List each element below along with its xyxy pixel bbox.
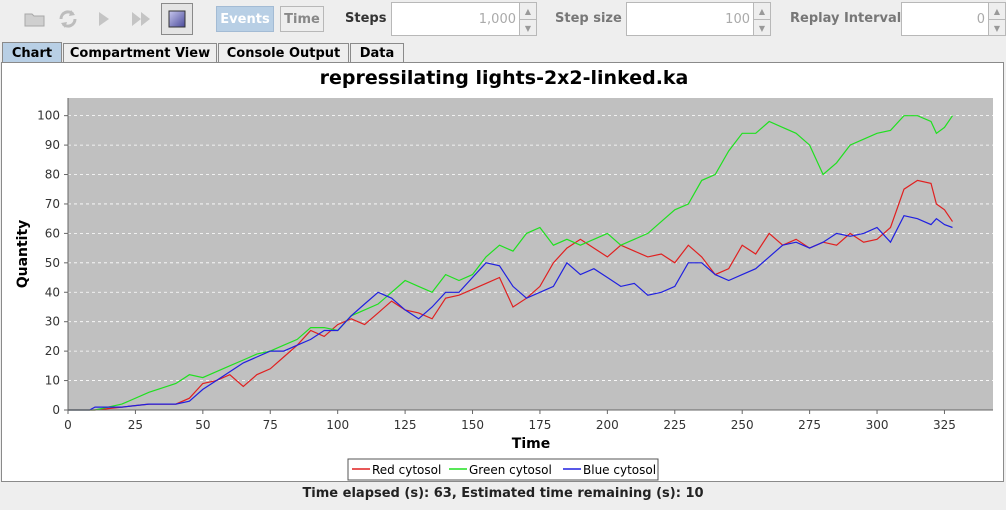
series-line-red-cytosol [68, 179, 953, 411]
increment-icon[interactable]: ▲ [989, 3, 1005, 20]
tab-chart[interactable]: Chart [2, 42, 62, 63]
y-axis-label: Quantity [15, 220, 31, 289]
x-tick-label: 250 [731, 418, 754, 432]
x-tick-label: 175 [528, 418, 551, 432]
play-icon[interactable] [88, 3, 120, 35]
events-toggle[interactable]: Events [216, 6, 274, 32]
plot-area [68, 98, 993, 410]
open-folder-icon[interactable] [19, 3, 51, 35]
steps-spinner[interactable]: 1,000 ▲ ▼ [391, 2, 537, 36]
series-line-green-cytosol [68, 115, 953, 411]
legend-item: Red cytosol [352, 463, 441, 477]
legend: Red cytosol Green cytosol Blue cytosol [347, 458, 659, 481]
y-tick-label: 90 [45, 138, 60, 152]
x-tick-label: 0 [64, 418, 72, 432]
toolbar: Events Time Steps 1,000 ▲ ▼ Step size 100… [0, 0, 1006, 40]
tab-compartment-view[interactable]: Compartment View [63, 43, 217, 62]
legend-label: Red cytosol [372, 463, 441, 477]
replay-interval-value: 0 [976, 12, 985, 27]
y-ticks: 0 10 20 30 40 50 60 70 80 90 100 [37, 109, 68, 417]
chart-title: repressilating lights-2x2-linked.ka [320, 67, 689, 89]
tab-data[interactable]: Data [350, 43, 404, 62]
legend-item: Blue cytosol [563, 463, 656, 477]
y-tick-label: 10 [45, 374, 60, 388]
increment-icon[interactable]: ▲ [754, 3, 770, 20]
increment-icon[interactable]: ▲ [520, 3, 536, 20]
gridlines [68, 115, 993, 381]
x-tick-label: 125 [394, 418, 417, 432]
step-size-label: Step size [555, 11, 622, 26]
y-tick-label: 100 [37, 109, 60, 123]
line-chart: repressilating lights-2x2-linked.ka 0 25 5… [15, 67, 993, 481]
x-ticks: 0 25 50 75 100 125 150 175 200 225 250 275 300 325 [64, 410, 956, 432]
steps-label: Steps [345, 11, 387, 26]
x-axis-label: Time [512, 436, 550, 452]
legend-label: Blue cytosol [583, 463, 656, 477]
y-tick-label: 70 [45, 197, 60, 211]
stop-icon [168, 10, 186, 28]
x-tick-label: 325 [933, 418, 956, 432]
tab-console-output[interactable]: Console Output [218, 43, 349, 62]
x-tick-label: 50 [195, 418, 210, 432]
x-tick-label: 225 [663, 418, 686, 432]
x-tick-label: 275 [798, 418, 821, 432]
chart-panel: repressilating lights-2x2-linked.ka 0 25 5… [1, 62, 1004, 482]
y-tick-label: 60 [45, 226, 60, 240]
y-tick-label: 0 [52, 403, 60, 417]
y-tick-label: 80 [45, 168, 60, 182]
time-toggle[interactable]: Time [280, 6, 324, 32]
x-tick-label: 100 [326, 418, 349, 432]
status-bar: Time elapsed (s): 63, Estimated time rem… [302, 486, 704, 501]
replay-interval-spinner[interactable]: 0 ▲ ▼ [901, 2, 1006, 36]
step-size-value: 100 [725, 12, 750, 27]
legend-item: Green cytosol [449, 463, 552, 477]
steps-value: 1,000 [478, 12, 516, 27]
decrement-icon[interactable]: ▼ [758, 23, 766, 33]
y-tick-label: 30 [45, 315, 60, 329]
tab-bar: Chart Compartment View Console Output Da… [0, 41, 1006, 63]
series-lines [68, 115, 953, 411]
stop-button[interactable] [161, 3, 193, 35]
x-tick-label: 300 [866, 418, 889, 432]
x-tick-label: 75 [263, 418, 278, 432]
step-size-spinner[interactable]: 100 ▲ ▼ [626, 2, 771, 36]
y-tick-label: 20 [45, 344, 60, 358]
reload-icon[interactable] [52, 3, 84, 35]
y-tick-label: 40 [45, 285, 60, 299]
replay-interval-label: Replay Interval [790, 11, 902, 26]
x-tick-label: 150 [461, 418, 484, 432]
fast-forward-icon[interactable] [125, 3, 157, 35]
decrement-icon[interactable]: ▼ [993, 23, 1001, 33]
x-tick-label: 25 [128, 418, 143, 432]
x-tick-label: 200 [596, 418, 619, 432]
legend-label: Green cytosol [469, 463, 552, 477]
series-line-blue-cytosol [68, 215, 953, 411]
y-tick-label: 50 [45, 256, 60, 270]
decrement-icon[interactable]: ▼ [524, 23, 532, 33]
